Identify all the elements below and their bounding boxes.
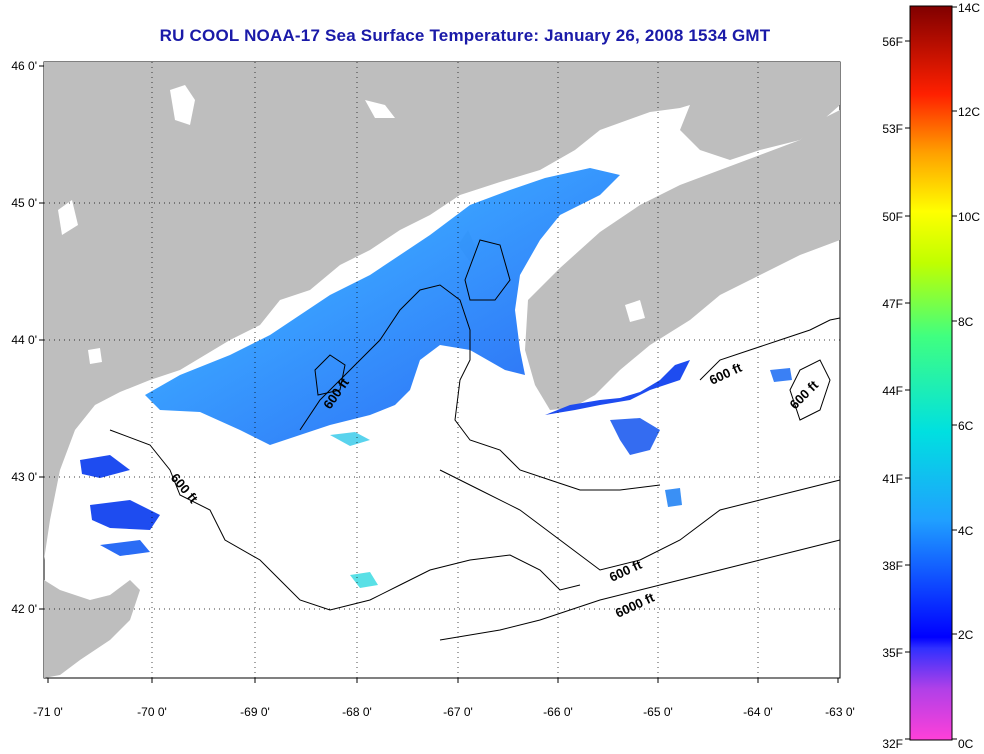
colorbar-f-label: 50F — [882, 210, 903, 224]
land-cape-cod — [44, 580, 140, 678]
x-axis: -71 0' -70 0' -69 0' -68 0' -67 0' -66 0… — [33, 678, 855, 719]
x-tick-label: -63 0' — [825, 705, 855, 719]
x-tick-label: -70 0' — [137, 705, 167, 719]
sst-patch-south-ns — [610, 418, 660, 455]
x-tick-label: -69 0' — [240, 705, 270, 719]
x-tick-label: -68 0' — [342, 705, 372, 719]
colorbar-f-label: 53F — [882, 122, 903, 136]
colorbar-f-label: 47F — [882, 297, 903, 311]
colorbar-f-label: 44F — [882, 384, 903, 398]
contour-600ft-west — [109, 429, 581, 611]
colorbar-c-label: 0C — [958, 737, 974, 751]
contour-600ft-ns — [699, 317, 841, 381]
contour-georges — [439, 469, 841, 571]
colorbar-f-label: 41F — [882, 472, 903, 486]
sst-patch-nova-scotia — [545, 360, 690, 415]
x-tick-label: -67 0' — [443, 705, 473, 719]
sst-patch-coast-b — [90, 500, 160, 530]
contour-6000ft — [439, 539, 841, 641]
y-tick-label: 44 0' — [11, 333, 37, 347]
colorbar-c-label: 12C — [958, 105, 980, 119]
land-mainland — [44, 62, 700, 560]
land-new-brunswick — [680, 62, 840, 160]
colorbar: 14C 12C 10C 8C 6C 4C 2C 0C 56F 53F 50F 4… — [882, 1, 980, 751]
colorbar-f-label: 38F — [882, 559, 903, 573]
colorbar-f-label: 32F — [882, 737, 903, 751]
contour-600ft-east — [789, 359, 831, 421]
y-axis: 46 0' 45 0' 44 0' 43 0' 42 0' — [11, 59, 44, 616]
sst-patch-coast-c — [100, 540, 150, 556]
map-title: RU COOL NOAA-17 Sea Surface Temperature:… — [159, 26, 771, 45]
x-tick-label: -66 0' — [543, 705, 573, 719]
y-tick-label: 45 0' — [11, 196, 37, 210]
depth-contours — [109, 239, 841, 641]
colorbar-c-label: 14C — [958, 1, 980, 15]
colorbar-c-label: 6C — [958, 419, 974, 433]
colorbar-c-label: 4C — [958, 524, 974, 538]
contour-600ft-basin — [299, 284, 661, 491]
x-tick-label: -64 0' — [743, 705, 773, 719]
sst-patch-main — [145, 168, 620, 445]
y-tick-label: 42 0' — [11, 602, 37, 616]
colorbar-c-label: 10C — [958, 210, 980, 224]
y-tick-label: 46 0' — [11, 59, 37, 73]
x-tick-label: -71 0' — [33, 705, 63, 719]
y-tick-label: 43 0' — [11, 470, 37, 484]
colorbar-f-label: 56F — [882, 35, 903, 49]
x-tick-label: -65 0' — [643, 705, 673, 719]
colorbar-c-label: 2C — [958, 628, 974, 642]
land-nova-scotia — [525, 110, 840, 410]
sst-patch-coast-a — [80, 455, 130, 478]
colorbar-f-label: 35F — [882, 646, 903, 660]
colorbar-c-label: 8C — [958, 315, 974, 329]
